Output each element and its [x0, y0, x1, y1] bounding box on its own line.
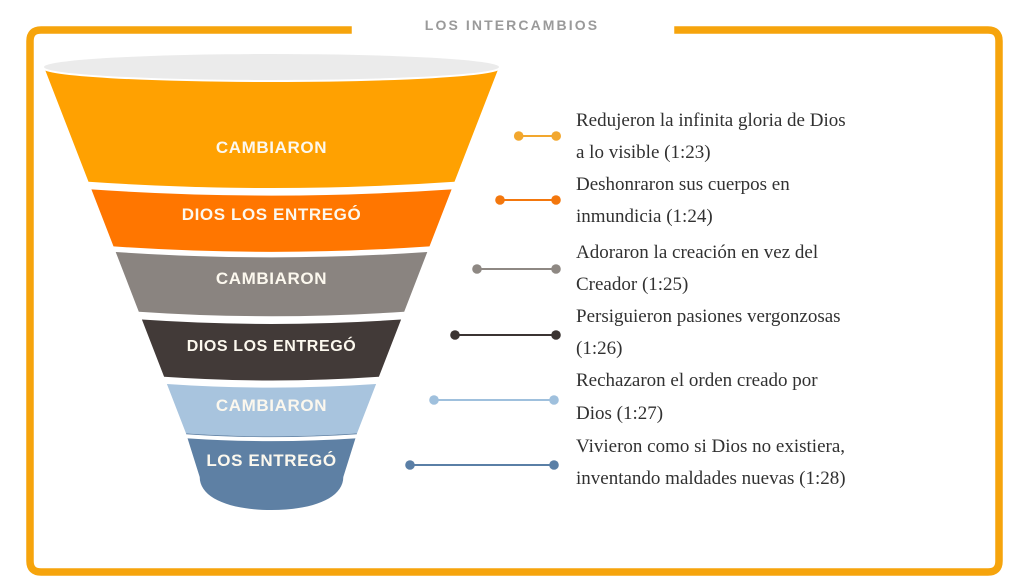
- svg-text:LOS ENTREGÓ: LOS ENTREGÓ: [206, 451, 336, 470]
- svg-text:CAMBIARON: CAMBIARON: [216, 138, 327, 157]
- svg-text:DIOS LOS ENTREGÓ: DIOS LOS ENTREGÓ: [182, 205, 362, 224]
- svg-text:CAMBIARON: CAMBIARON: [216, 269, 327, 288]
- svg-text:DIOS LOS ENTREGÓ: DIOS LOS ENTREGÓ: [187, 336, 357, 355]
- svg-text:CAMBIARON: CAMBIARON: [216, 396, 327, 415]
